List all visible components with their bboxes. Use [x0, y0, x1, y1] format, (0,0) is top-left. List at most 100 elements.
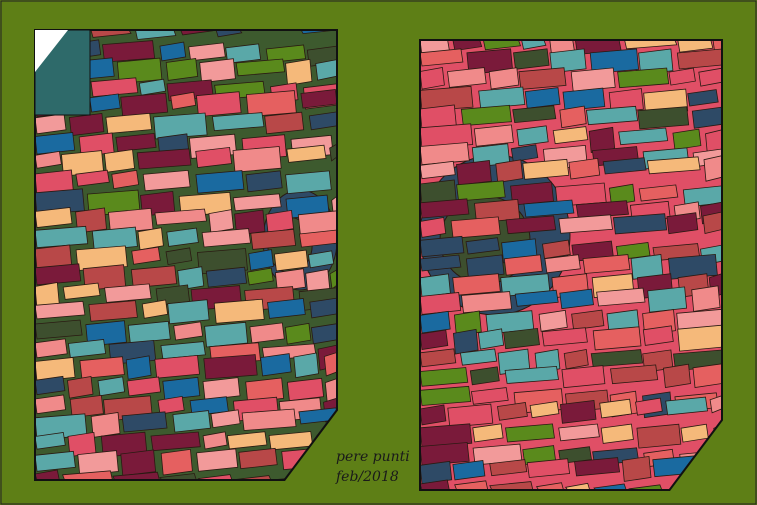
- mosaic-tile: [130, 265, 178, 289]
- mosaic-tile: [420, 67, 445, 90]
- mosaic-tile: [602, 157, 647, 175]
- mosaic-tile: [510, 181, 554, 206]
- mosaic-tile: [666, 485, 716, 490]
- mosaic-tile: [35, 357, 76, 382]
- mosaic-tile: [592, 326, 642, 351]
- mosaic-tile: [558, 214, 613, 234]
- mosaic-tile: [575, 200, 629, 219]
- mosaic-tile: [452, 328, 479, 355]
- mosaic-tile: [489, 459, 528, 477]
- mosaic-tile: [544, 254, 581, 274]
- mosaic-tile: [541, 327, 588, 347]
- mosaic-tile: [558, 423, 600, 442]
- mosaic-tile: [621, 455, 652, 482]
- mosaic-tile: [160, 341, 206, 360]
- mosaic-tile: [166, 227, 199, 247]
- mosaic-tile: [637, 106, 690, 130]
- mosaic-tile: [489, 481, 534, 490]
- mosaic-tile: [691, 106, 722, 129]
- mosaic-tile: [524, 87, 561, 109]
- mosaic-tile: [512, 105, 557, 124]
- mosaic-tile: [470, 387, 509, 405]
- mosaic-tile: [472, 423, 504, 443]
- mosaic-tile: [286, 144, 327, 163]
- mosaic-tile: [131, 246, 161, 265]
- mosaic-tile: [35, 469, 60, 480]
- mosaic-tile: [447, 67, 487, 88]
- mosaic-tile: [450, 216, 501, 239]
- mosaic-tile: [285, 170, 332, 195]
- mosaic-tile: [89, 93, 121, 113]
- mosaic-tile: [420, 367, 469, 387]
- mosaic-tile: [115, 132, 157, 152]
- mosaic-tile: [210, 409, 241, 429]
- mosaic-tile: [67, 376, 94, 399]
- mosaic-tile: [35, 432, 66, 450]
- mosaic-tile: [692, 363, 722, 388]
- mosaic-tile: [103, 149, 135, 173]
- mosaic-tile: [69, 394, 104, 419]
- signature-name: pere punti: [336, 449, 410, 465]
- mosaic-tile: [590, 349, 644, 368]
- mosaic-tile: [420, 123, 474, 149]
- mosaic-tile: [88, 300, 138, 322]
- mosaic-tile: [568, 157, 601, 180]
- mosaic-tile: [676, 48, 722, 70]
- mosaic-tile: [329, 143, 337, 162]
- mosaic-tile: [559, 105, 587, 129]
- panel-right: [419, 39, 723, 491]
- mosaic-tile: [90, 77, 139, 98]
- mosaic-tile: [469, 366, 500, 386]
- mosaic-tile: [235, 58, 286, 77]
- mosaic-tile: [102, 40, 156, 63]
- mosaic-tile: [452, 273, 501, 296]
- mosaic-tile: [420, 292, 462, 315]
- mosaic-tile: [549, 48, 587, 74]
- mosaic-tile: [456, 180, 506, 202]
- mosaic-tile: [647, 286, 688, 313]
- mosaic-tile: [205, 266, 248, 288]
- mosaic-tile: [618, 127, 669, 146]
- mosaic-tile: [316, 430, 337, 455]
- mosaic-tile: [165, 247, 193, 266]
- mosaic-tile: [702, 454, 722, 472]
- mosaic-tile: [420, 442, 470, 466]
- mosaic-tile: [267, 298, 306, 319]
- mosaic-tile: [238, 447, 278, 470]
- mosaic-tile: [503, 254, 543, 276]
- mosaic-tile: [682, 185, 722, 208]
- mosaic-tile: [35, 132, 76, 155]
- mosaic-tile: [559, 288, 594, 310]
- mosaic-tile: [596, 287, 646, 307]
- mosaic-tile: [67, 339, 107, 358]
- mosaic-tile: [309, 297, 337, 319]
- mosaic-tile: [542, 239, 571, 259]
- mosaic-tile: [497, 402, 528, 421]
- mosaic-tile: [420, 348, 457, 368]
- mosaic-tile: [204, 321, 249, 348]
- corner-white-triangle: [35, 30, 68, 72]
- mosaic-tile: [456, 160, 492, 186]
- mosaic-tile: [420, 85, 474, 112]
- mosaic-tile: [559, 400, 597, 424]
- mosaic-tile: [79, 356, 125, 379]
- mosaic-tile: [698, 67, 722, 87]
- mosaic-tile: [154, 354, 200, 379]
- mosaic-tile: [162, 376, 201, 401]
- mosaic-tile: [285, 58, 313, 86]
- mosaic-tile: [461, 291, 513, 314]
- mosaic-tile: [35, 319, 83, 340]
- mosaic-tile: [299, 229, 337, 248]
- mosaic-tile: [273, 249, 309, 272]
- mosaic-tile: [571, 309, 605, 331]
- mosaic-tile: [460, 104, 512, 127]
- mosaic-tile: [522, 158, 570, 180]
- mosaic-tile: [420, 479, 450, 490]
- mosaic-tile: [264, 111, 305, 135]
- panel-border: [34, 29, 338, 481]
- mosaic-tile: [167, 299, 210, 325]
- mosaic-tile: [249, 322, 285, 344]
- mosaic-tile: [612, 213, 668, 235]
